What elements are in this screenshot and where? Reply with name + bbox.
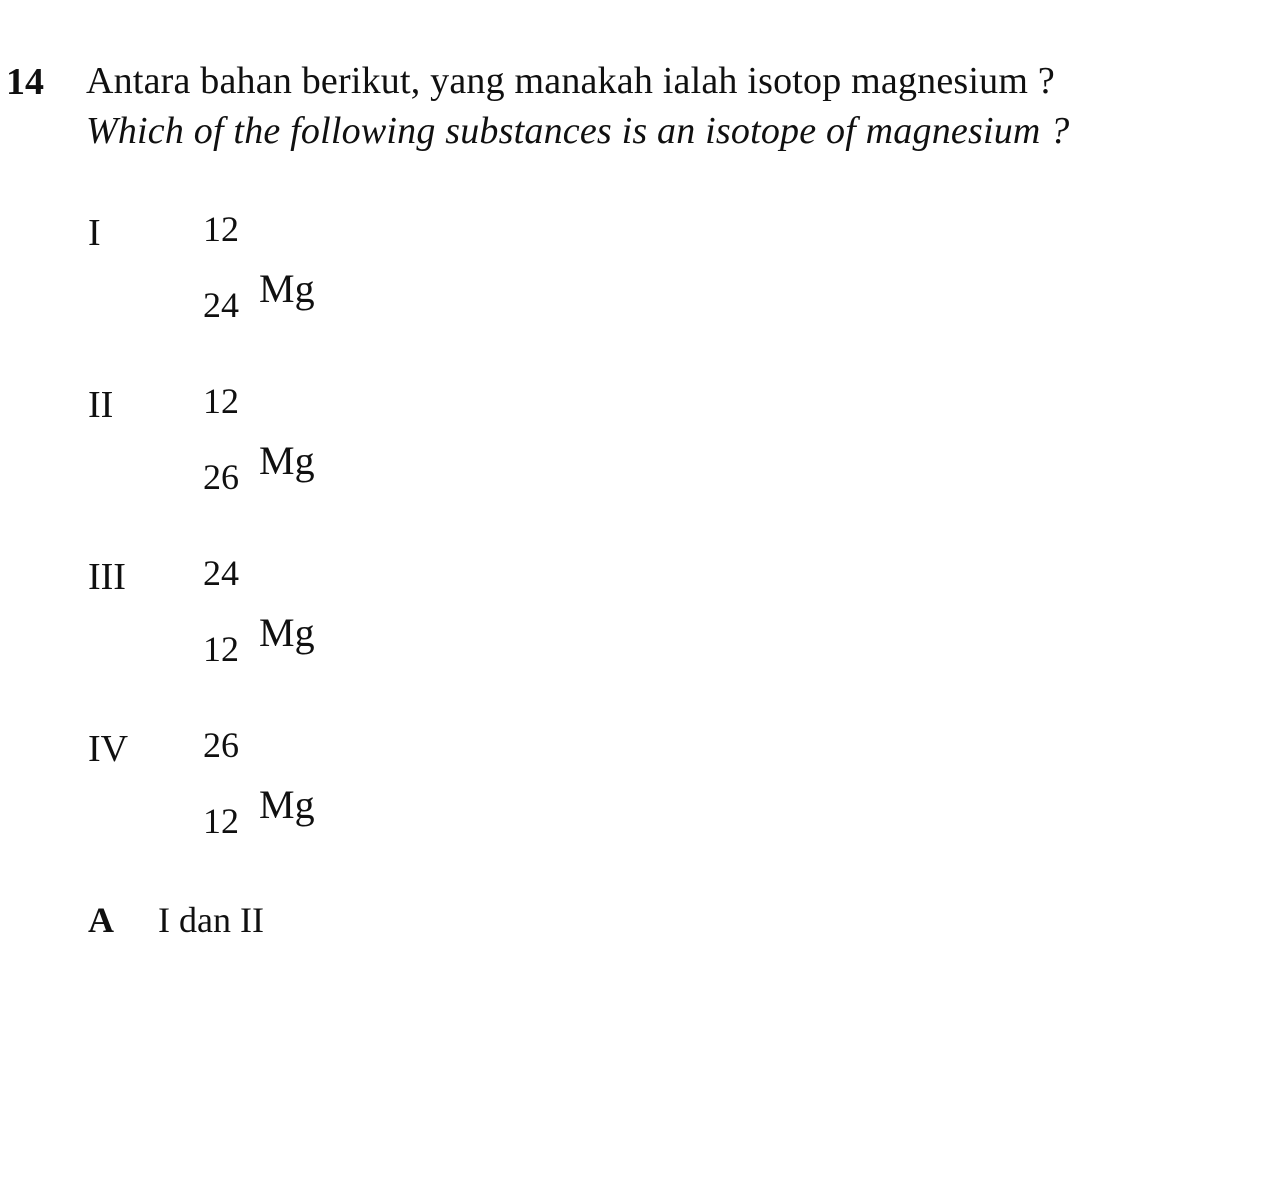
isotope-element: Mg bbox=[259, 441, 315, 481]
exam-question-page: 14 Antara bahan berikut, yang manakah ia… bbox=[0, 0, 1279, 941]
isotope-numbers: 24 12 bbox=[203, 555, 239, 667]
isotope-top-number: 12 bbox=[203, 383, 239, 419]
isotope-bottom-number: 26 bbox=[203, 459, 239, 495]
isotope-element: Mg bbox=[259, 269, 315, 309]
option-i: I 12 24 Mg bbox=[88, 211, 1279, 323]
isotope-notation: 12 26 Mg bbox=[203, 383, 315, 495]
question-text-english: Which of the following substances is an … bbox=[86, 108, 1279, 156]
isotope-top-number: 24 bbox=[203, 555, 239, 591]
option-iii: III 24 12 Mg bbox=[88, 555, 1279, 667]
isotope-top-number: 12 bbox=[203, 211, 239, 247]
option-roman: II bbox=[88, 383, 203, 427]
isotope-notation: 26 12 Mg bbox=[203, 727, 315, 839]
answer-letter: A bbox=[88, 899, 158, 941]
option-iv: IV 26 12 Mg bbox=[88, 727, 1279, 839]
option-ii: II 12 26 Mg bbox=[88, 383, 1279, 495]
isotope-numbers: 12 26 bbox=[203, 383, 239, 495]
option-roman: IV bbox=[88, 727, 203, 771]
isotope-numbers: 12 24 bbox=[203, 211, 239, 323]
option-list: I 12 24 Mg II 12 26 Mg III bbox=[88, 211, 1279, 839]
option-roman: III bbox=[88, 555, 203, 599]
isotope-notation: 12 24 Mg bbox=[203, 211, 315, 323]
option-roman: I bbox=[88, 211, 203, 255]
isotope-bottom-number: 12 bbox=[203, 631, 239, 667]
question-number: 14 bbox=[0, 60, 86, 104]
question-header: 14 Antara bahan berikut, yang manakah ia… bbox=[0, 60, 1279, 155]
isotope-numbers: 26 12 bbox=[203, 727, 239, 839]
answer-text: I dan II bbox=[158, 899, 264, 941]
answer-row: A I dan II bbox=[88, 899, 1279, 941]
question-text-malay: Antara bahan berikut, yang manakah ialah… bbox=[86, 60, 1279, 104]
isotope-notation: 24 12 Mg bbox=[203, 555, 315, 667]
question-text-block: Antara bahan berikut, yang manakah ialah… bbox=[86, 60, 1279, 155]
isotope-bottom-number: 24 bbox=[203, 287, 239, 323]
isotope-top-number: 26 bbox=[203, 727, 239, 763]
isotope-bottom-number: 12 bbox=[203, 803, 239, 839]
isotope-element: Mg bbox=[259, 785, 315, 825]
isotope-element: Mg bbox=[259, 613, 315, 653]
